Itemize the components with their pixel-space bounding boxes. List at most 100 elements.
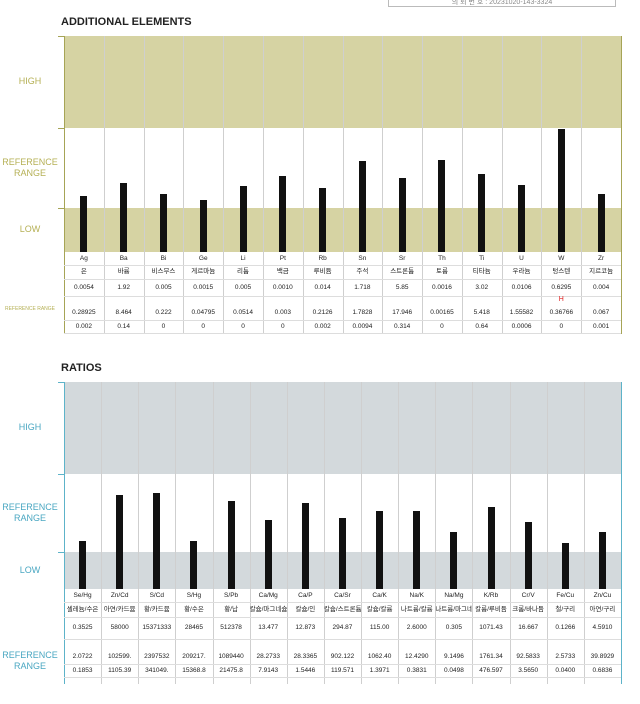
column-separator [361, 382, 363, 684]
reference-low-cell: 341049. [145, 667, 169, 674]
bar-ag [80, 196, 88, 252]
reference-low-cell: 1.5446 [295, 667, 316, 674]
korean-name-cell: 루비듐 [313, 268, 332, 275]
reference-high-cell: 2397532 [144, 653, 170, 660]
reference-high-cell: 17.946 [392, 309, 413, 316]
symbol-cell: Sn [358, 255, 367, 262]
reference-low-cell: 21475.8 [219, 667, 243, 674]
reference-high-cell: 28.2733 [256, 653, 280, 660]
column-separator [342, 36, 344, 334]
high-flag: H [558, 296, 564, 303]
korean-name-cell: 백금 [276, 268, 289, 275]
symbol-cell: Bi [160, 255, 167, 262]
measured-value-cell: 15371333 [142, 624, 172, 631]
reference-low-cell: 0 [161, 323, 166, 330]
column-separator [249, 382, 251, 684]
korean-name-cell: 텅스텐 [552, 268, 571, 275]
reference-range-label: REFERENCE RANGE [2, 157, 58, 178]
column-separator [382, 36, 384, 334]
reference-low-cell: 0.0094 [352, 323, 373, 330]
bar-zr [597, 194, 605, 252]
reference-high-cell: 0.04795 [191, 309, 215, 316]
reference-low-cell: 0.314 [394, 323, 411, 330]
korean-name-cell: 은 [80, 268, 87, 275]
additional-elements-chart: HIGH REFERENCE RANGE LOW Ag Ba Bi Ge Li Pt Rb Sn Sr… [0, 36, 640, 336]
bar-bi [159, 193, 167, 252]
symbol-cell: Ge [198, 255, 208, 262]
korean-name-cell: 토륨 [435, 268, 448, 275]
column-separator [101, 382, 103, 684]
reference-high-cell: 1.7828 [352, 309, 373, 316]
reference-low-cell: 3.5650 [518, 667, 539, 674]
measured-value-cell: 0.0054 [73, 284, 94, 291]
reference-high-cell: 2.5733 [555, 653, 576, 660]
reference-high-cell: 1089440 [218, 653, 244, 660]
column-separator [302, 36, 304, 334]
bar-ge [199, 200, 207, 252]
reference-high-cell: 0.28925 [72, 309, 96, 316]
column-separator [472, 382, 474, 684]
measured-value-cell: 0.0015 [193, 284, 214, 291]
reference-low-cell: 119.571 [330, 667, 354, 674]
reference-high-cell: 209217. [182, 653, 206, 660]
reference-range-label: REFERENCE RANGE [2, 502, 58, 523]
high-band [64, 382, 621, 474]
bar-zn-cu [598, 532, 606, 589]
reference-low-cell: 0 [559, 323, 564, 330]
boundary-tick [58, 474, 64, 475]
row-divider [64, 639, 621, 640]
symbol-cell: Li [240, 255, 246, 262]
column-separator [175, 382, 177, 684]
reference-high-cell: 0.222 [155, 309, 172, 316]
symbol-cell: Rb [318, 255, 327, 262]
measured-value-cell: 0.0010 [272, 284, 293, 291]
measured-value-cell: 512378 [220, 624, 242, 631]
measured-value-cell: 0.005 [234, 284, 252, 291]
reference-low-cell: 0.14 [117, 323, 130, 330]
elements-section-title: ADDITIONAL ELEMENTS [61, 16, 192, 28]
korean-name-cell: 나트륨/마그네슘 [435, 606, 473, 613]
measured-value-cell: 0.305 [445, 624, 463, 631]
reference-high-cell: 9.1496 [443, 653, 464, 660]
korean-name-cell: 리튬 [237, 268, 250, 275]
reference-high-cell: 2.0722 [72, 653, 93, 660]
boundary-tick [58, 552, 64, 553]
reference-low-cell: 0.001 [592, 323, 610, 330]
korean-name-cell: 크롬/바나듐 [512, 606, 545, 613]
symbol-cell: Ca/Mg [258, 592, 278, 599]
measured-value-cell: 0.004 [592, 284, 610, 291]
symbol-cell: Na/Mg [444, 592, 464, 599]
ratios-chart: HIGH REFERENCE RANGE LOW Se/Hg Zn/Cd S/Cd S/Hg… [0, 382, 640, 684]
bar-th [438, 160, 446, 252]
reference-low-cell: 0.002 [75, 323, 93, 330]
korean-name-cell: 칼슘/인 [295, 606, 316, 613]
measured-value-cell: 0.6295 [551, 284, 572, 291]
symbol-cell: Pt [279, 255, 286, 262]
symbol-cell: Cr/V [521, 592, 535, 599]
low-label: LOW [19, 224, 41, 234]
column-separator [64, 36, 65, 334]
korean-name-cell: 스트론튬 [390, 268, 415, 275]
column-separator [546, 382, 548, 684]
bar-w [557, 128, 565, 252]
symbol-cell: Se/Hg [73, 592, 92, 599]
bar-s-cd [153, 492, 161, 589]
column-separator [183, 36, 185, 334]
column-separator [621, 382, 622, 684]
measured-value-cell: 0.1266 [555, 624, 576, 631]
boundary-tick [58, 382, 64, 383]
reference-low-cell: 0 [440, 323, 444, 330]
row-divider [64, 677, 621, 678]
reference-low-cell: 0.1853 [72, 667, 93, 674]
korean-name-cell: 아연/구리 [589, 606, 616, 613]
reference-high-cell: 0.067 [592, 309, 610, 316]
reference-high-cell: 12.4290 [405, 653, 429, 660]
column-separator [541, 36, 543, 334]
column-separator [501, 36, 503, 334]
measured-value-cell: 0.3525 [72, 624, 93, 631]
korean-name-cell: 티타늄 [472, 268, 491, 275]
korean-name-cell: 황/카드뮴 [143, 606, 170, 613]
symbol-cell: Ca/P [298, 592, 313, 599]
korean-name-cell: 주석 [356, 268, 369, 275]
korean-name-cell: 황/수은 [184, 606, 204, 613]
